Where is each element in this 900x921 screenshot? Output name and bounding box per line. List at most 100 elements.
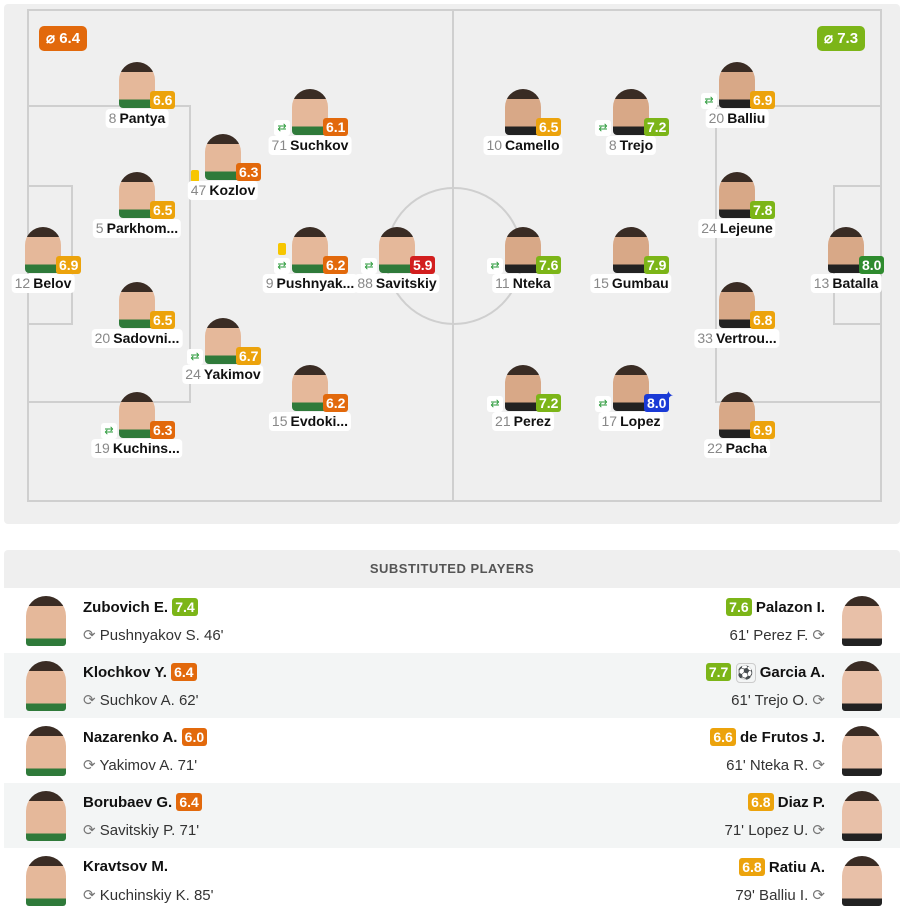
sub-in-name[interactable]: Zubovich E. [83,599,169,616]
sub-out-name: Suchkov A. 62' [99,692,199,709]
sub-out-name: Yakimov A. 71' [99,757,198,774]
player-name: Vertrou... [715,330,777,346]
sub-rating: 7.6 [726,598,752,616]
player-away[interactable]: 7.8 24 Lejeune [677,172,797,252]
substitution-row[interactable]: Zubovich E. 7.4 ⟳ Pushnyakov S. 46' 7.6 … [4,588,900,653]
player-name: Belov [33,275,72,291]
player-home[interactable]: 6.1 ⇄ 71 Suchkov [250,89,370,169]
player-away[interactable]: 6.8 33 Vertrou... [677,282,797,362]
player-rating: 7.8 [750,201,776,219]
player-rating: 8.0 [644,394,670,412]
player-away[interactable]: 7.6 ⇄ 11 Nteka [463,227,583,307]
player-label: 15 Evdoki... [268,412,352,431]
player-rating: 8.0 [859,256,885,274]
player-label: 9 Pushnyak... [262,274,358,293]
player-home[interactable]: 6.5 5 Parkhom... [77,172,197,252]
substitution-icon: ⇄ [487,396,503,412]
sub-in-name[interactable]: Borubaev G. [83,794,173,811]
sub-in-name[interactable]: Palazon I. [755,599,825,616]
player-label: 12 Belov [11,274,75,293]
player-rating: 7.2 [644,118,670,136]
player-rating: 6.3 [236,163,262,181]
player-number: 17 [601,413,618,429]
player-away[interactable]: 6.9 22 Pacha [677,392,797,472]
player-name: Pushnyak... [276,275,355,291]
sub-out-name: Kuchinskiy K. 85' [99,887,214,904]
player-away[interactable]: 7.9 15 Gumbau [571,227,691,307]
player-home[interactable]: 6.3 47 Kozlov [163,134,283,214]
player-number: 71 [271,137,288,153]
substitution-row[interactable]: Kravtsov M. ⟳ Kuchinskiy K. 85' 6.8 Rati… [4,848,900,913]
player-photo [25,227,61,273]
player-photo [842,856,882,906]
substitution-icon: ⇄ [595,396,611,412]
player-rating: 6.2 [323,394,349,412]
player-name: Lopez [620,413,661,429]
sub-in-name[interactable]: de Frutos J. [739,729,825,746]
player-rating: 6.2 [323,256,349,274]
sub-out-name: 61' Perez F. [729,627,809,644]
player-away[interactable]: 8.0 13 Batalla [786,227,900,307]
sub-in-name[interactable]: Nazarenko A. [83,729,178,746]
player-number: 8 [608,137,617,153]
yellow-card-icon [191,170,199,182]
player-home[interactable]: 6.9 12 Belov [0,227,103,307]
player-away[interactable]: 6.9 ⇄ 20 Balliu [677,62,797,142]
player-home[interactable]: 6.3 ⇄ 19 Kuchins... [77,392,197,472]
player-photo [119,282,155,328]
sub-in-name[interactable]: Garcia A. [759,664,825,681]
player-rating: 6.7 [236,347,262,365]
player-name: Parkhom... [106,220,179,236]
sub-in-name[interactable]: Klochkov Y. [83,664,167,681]
player-home[interactable]: 6.2 15 Evdoki... [250,365,370,445]
player-label: 20 Balliu [705,109,769,128]
player-name: Lejeune [719,220,773,236]
player-away[interactable]: 7.2 ⇄ 21 Perez [463,365,583,445]
sub-rating: 6.8 [739,858,765,876]
substitution-row[interactable]: Nazarenko A. 6.0 ⟳ Yakimov A. 71' 6.6 de… [4,718,900,783]
substituted-players-header: SUBSTITUTED PLAYERS [4,550,900,588]
player-home[interactable]: 6.7 ⇄ 24 Yakimov [163,318,283,398]
substitution-row[interactable]: Borubaev G. 6.4 ⟳ Savitskiy P. 71' 6.8 D… [4,783,900,848]
player-number: 24 [701,220,717,236]
player-label: 24 Lejeune [698,219,776,238]
player-number: 15 [271,413,288,429]
player-photo [613,365,649,411]
player-away[interactable]: 7.2 ⇄ 8 Trejo [571,89,691,169]
player-rating: 6.5 [150,201,176,219]
substitution-icon: ⟳ [812,692,825,709]
player-photo [828,227,864,273]
substitution-icon: ⇄ [361,258,377,274]
player-photo [719,62,755,108]
player-number: 12 [14,275,31,291]
sub-rating: 6.0 [181,728,208,746]
substitution-icon: ⟳ [83,757,96,774]
player-photo [26,661,66,711]
player-rating: 6.8 [750,311,776,329]
player-rating: 6.3 [150,421,176,439]
player-home[interactable]: 5.9 ⇄ 88 Savitskiy [337,227,457,307]
player-photo [842,791,882,841]
player-away[interactable]: 8.0 ✦ ⇄ 17 Lopez [571,365,691,445]
substitution-icon: ⇄ [187,349,203,365]
sub-in-name[interactable]: Ratiu A. [768,859,825,876]
player-number: 33 [697,330,713,346]
sub-in-name[interactable]: Diaz P. [777,794,825,811]
sub-in-name[interactable]: Kravtsov M. [83,858,169,875]
player-photo [205,318,241,364]
yellow-card-icon [278,243,286,255]
player-name: Trejo [619,137,654,153]
player-photo [379,227,415,273]
player-home[interactable]: 6.5 20 Sadovni... [77,282,197,362]
player-name: Yakimov [203,366,261,382]
sub-rating: 6.6 [710,728,736,746]
sub-rating: 6.4 [171,663,197,681]
player-rating: 7.9 [644,256,670,274]
player-name: Kozlov [209,182,256,198]
player-home[interactable]: 6.6 8 Pantya [77,62,197,142]
player-away[interactable]: 6.5 10 Camello [463,89,583,169]
substitution-row[interactable]: Klochkov Y. 6.4 ⟳ Suchkov A. 62' 7.7 ⚽ G… [4,653,900,718]
player-photo [842,596,882,646]
player-home[interactable]: 6.2 ⇄ 9 Pushnyak... [250,227,370,307]
goal-ball-icon: ⚽ [735,663,756,684]
